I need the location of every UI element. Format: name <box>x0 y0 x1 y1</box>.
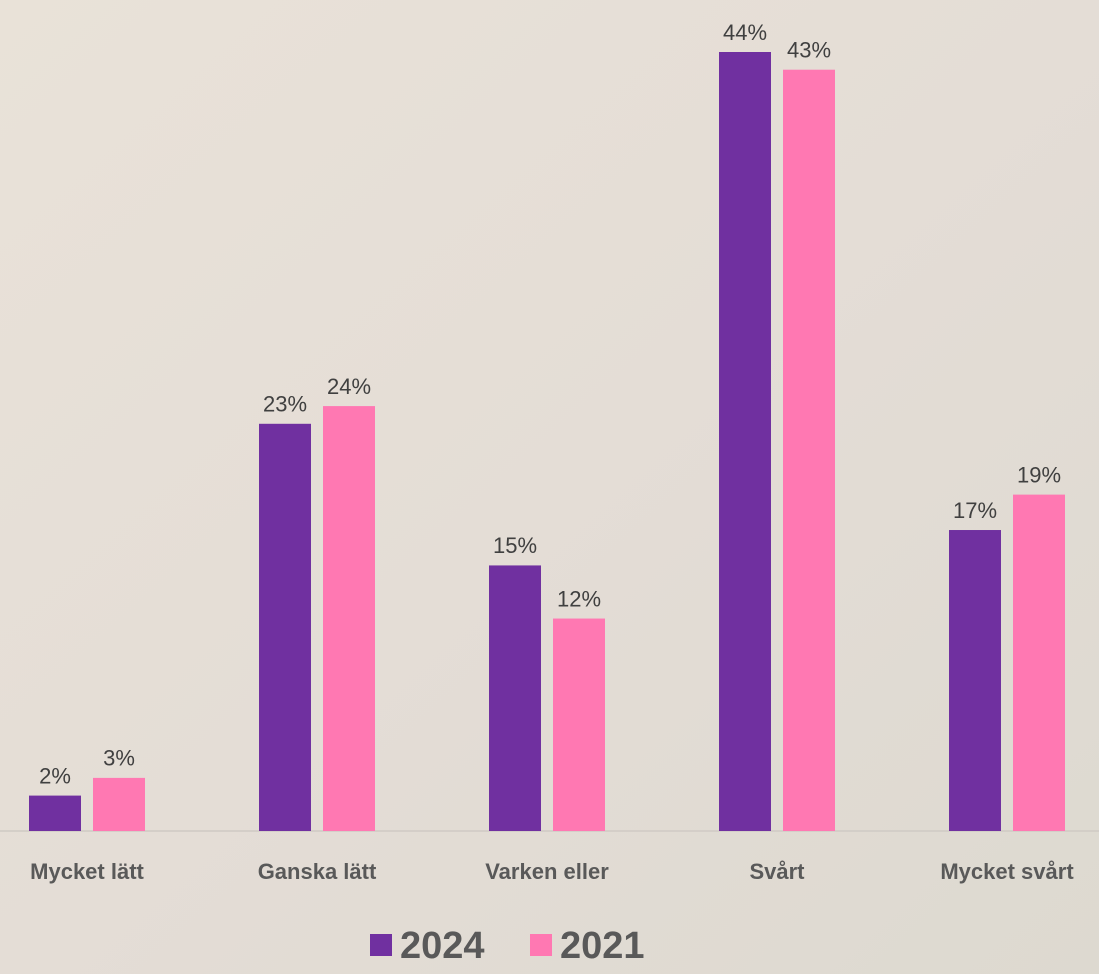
bar <box>783 70 835 831</box>
bar <box>949 530 1001 831</box>
x-tick-label: Varken eller <box>485 859 609 884</box>
bar <box>489 565 541 831</box>
bar <box>323 406 375 831</box>
x-tick-label: Ganska lätt <box>258 859 377 884</box>
bar <box>1013 495 1065 831</box>
bar <box>719 52 771 831</box>
data-label: 3% <box>103 746 135 771</box>
data-label: 2% <box>39 763 71 788</box>
legend-swatch <box>530 934 552 956</box>
chart: Mycket lätt 2% 3% Ganska lätt 23% 24% Varken e… <box>0 0 1099 974</box>
data-label: 44% <box>723 20 767 45</box>
legend-swatch <box>370 934 392 956</box>
legend-label: 2021 <box>560 925 645 967</box>
x-tick-label: Mycket svårt <box>940 859 1074 884</box>
x-tick-label: Svårt <box>749 859 805 884</box>
data-label: 17% <box>953 498 997 523</box>
legend-label: 2024 <box>400 925 485 967</box>
data-label: 12% <box>557 586 601 611</box>
background <box>0 0 1099 974</box>
x-tick-label: Mycket lätt <box>30 859 144 884</box>
bar <box>93 778 145 831</box>
bar <box>259 424 311 831</box>
data-label: 24% <box>327 374 371 399</box>
data-label: 15% <box>493 533 537 558</box>
data-label: 23% <box>263 392 307 417</box>
data-label: 43% <box>787 38 831 63</box>
data-label: 19% <box>1017 462 1061 487</box>
bar <box>29 796 81 831</box>
bar <box>553 619 605 831</box>
